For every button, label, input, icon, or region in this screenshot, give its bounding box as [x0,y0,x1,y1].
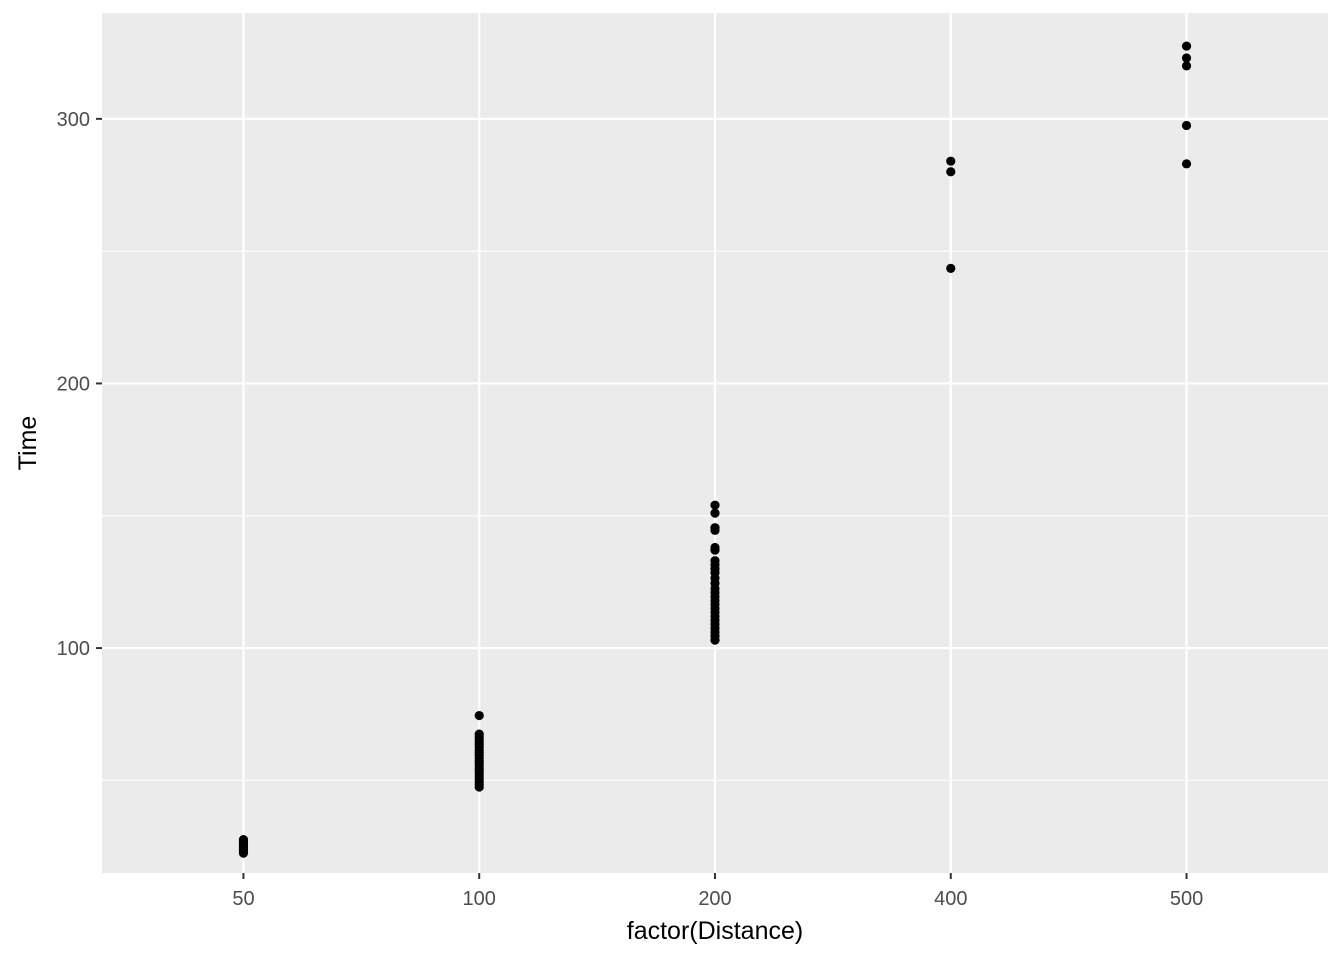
data-point [1181,53,1192,63]
y-axis: 100 200 300 [57,109,102,660]
y-tick-label: 200 [57,373,90,395]
x-axis: 50 100 200 400 500 [232,873,1203,910]
y-tick-label: 100 [57,638,90,660]
y-tick-label: 300 [57,109,90,131]
data-point [710,523,720,533]
data-point [1181,159,1192,169]
x-tick-label: 500 [1170,888,1203,910]
data-point [474,729,484,739]
data-point [946,156,956,166]
data-point [946,263,956,273]
grid-major [102,13,1328,873]
x-axis-title: factor(Distance) [627,917,803,945]
data-point [710,542,720,553]
data-point [710,500,720,510]
y-axis-title: Time [14,416,42,471]
x-tick-label: 400 [934,888,967,910]
data-point [946,167,956,177]
data-point [710,508,720,518]
x-tick-label: 50 [232,888,254,910]
data-point [1181,41,1192,51]
data-point [474,710,484,721]
x-tick-label: 100 [463,888,496,910]
data-point [1181,120,1192,131]
data-point [710,556,720,566]
data-points [238,41,1192,858]
x-tick-label: 200 [698,888,731,910]
data-point [238,835,249,845]
data-point [1181,61,1192,71]
